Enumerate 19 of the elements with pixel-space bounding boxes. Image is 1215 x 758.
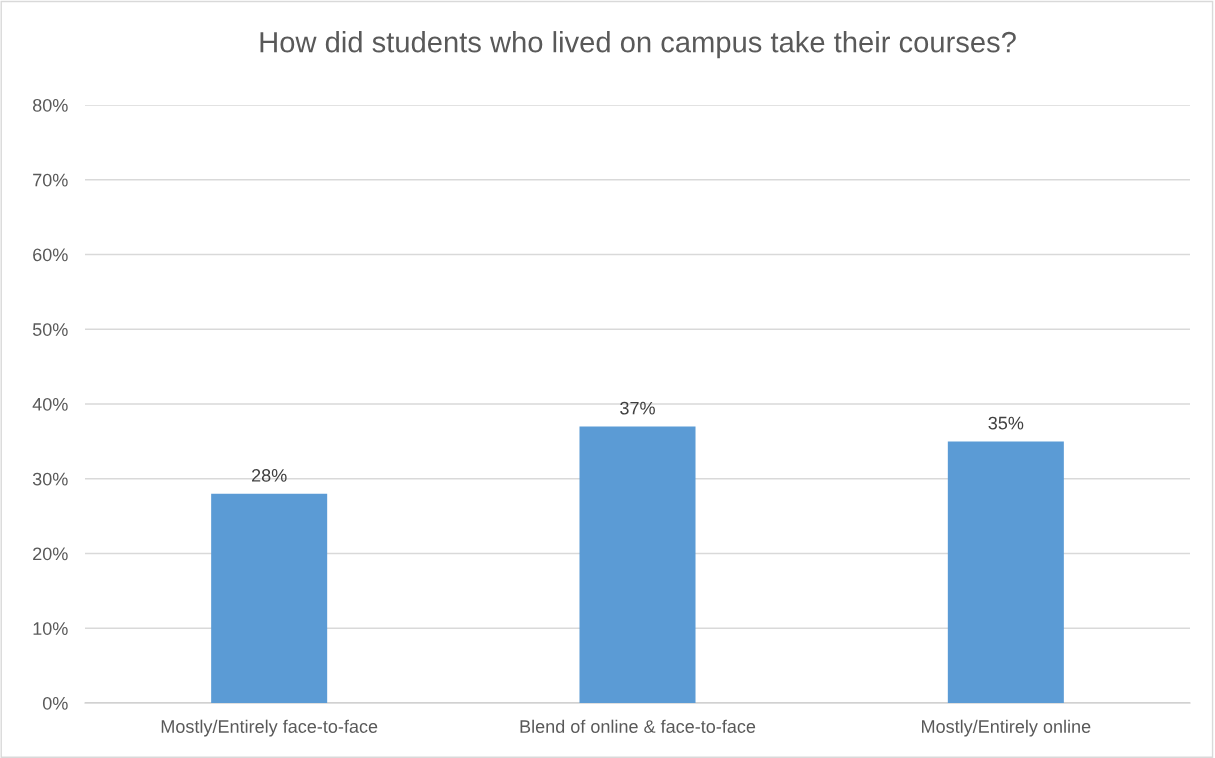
y-tick-label: 60%: [33, 248, 68, 262]
y-tick-label: 40%: [32, 397, 68, 411]
chart-title: How did students who lived on campus take their courses?: [260, 31, 1016, 59]
y-tick-label: 20%: [33, 547, 68, 561]
y-tick-label: 80%: [32, 98, 68, 112]
data-label: 35%: [988, 416, 1024, 430]
y-tick-label: 50%: [32, 323, 68, 336]
x-tick-label: Blend of online & face-to-face: [520, 719, 756, 733]
y-tick-label: 10%: [33, 622, 68, 635]
data-label: 28%: [252, 469, 287, 482]
bar: [579, 426, 696, 703]
y-tick-label: 0%: [42, 696, 68, 710]
y-tick-label: 30%: [32, 472, 68, 486]
x-tick-label: Mostly/Entirely online: [922, 719, 1091, 737]
y-tick-label: 70%: [33, 173, 68, 187]
bar: [211, 493, 328, 703]
data-label: 37%: [620, 401, 655, 415]
bar: [947, 441, 1064, 703]
x-tick-label: Mostly/Entirely face-to-face: [161, 719, 378, 737]
